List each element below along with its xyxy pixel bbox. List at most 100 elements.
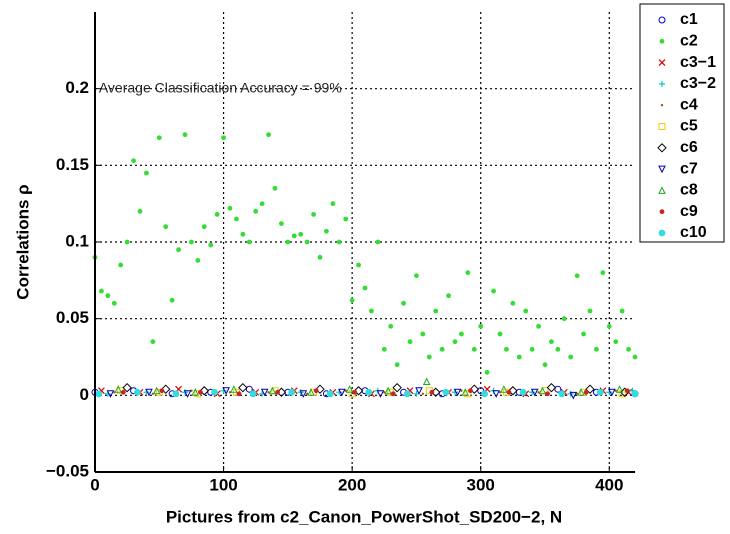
point [305,392,309,395]
point [189,239,194,245]
series [106,387,616,400]
point [159,388,165,394]
legend-marker [658,59,666,67]
point [484,369,490,375]
point [299,390,308,398]
legend-label: c2 [680,33,698,50]
point [401,300,406,306]
point [471,346,477,352]
point [538,386,547,395]
point [497,331,503,337]
legend-marker [659,38,665,44]
point [394,362,400,368]
point [211,388,218,396]
point [105,293,111,299]
x-tick-label: 100 [209,475,237,494]
point [272,185,278,191]
point [574,273,580,279]
x-tick-label: 200 [338,475,366,494]
point [376,390,385,398]
point [240,231,246,237]
point [575,392,579,395]
legend-marker [659,209,665,215]
point [383,391,386,394]
point [246,239,252,245]
point [191,388,200,396]
y-tick-label: 0.15 [56,155,89,174]
point [413,390,420,397]
point [275,389,280,395]
point [291,233,297,239]
point [317,254,323,260]
point [404,390,411,398]
point [214,212,220,217]
point [504,346,509,352]
point [492,390,500,398]
point [338,388,346,397]
legend-label: c8 [680,182,698,199]
point [106,390,115,398]
point [124,239,130,245]
point [452,339,458,345]
point [594,346,599,352]
point [169,297,175,303]
point [324,228,329,234]
series [92,132,638,375]
point [542,362,548,368]
point [362,285,368,291]
point [615,385,624,393]
point [111,300,117,306]
x-tick-label: 0 [90,475,99,494]
point [433,308,439,314]
point [183,390,192,398]
point [519,388,527,396]
point [315,384,325,394]
point [343,216,349,222]
point [529,346,535,352]
point [253,208,259,214]
x-axis-label: Pictures from c2_Canon_PowerShot_SD200−2… [166,507,562,526]
legend-box [639,3,725,243]
legend-marker [658,16,666,24]
point [614,389,617,392]
series [113,389,617,395]
legend-label: c7 [680,160,698,177]
point [134,388,141,396]
point [352,389,358,395]
y-tick-label: 0.05 [56,308,89,327]
point [311,212,316,217]
legend-marker [658,165,666,174]
point [537,391,540,394]
point [469,384,479,394]
point [587,308,593,314]
point [238,382,248,393]
point [161,384,171,394]
point [516,354,522,360]
point [375,239,381,245]
point [392,382,402,393]
point [568,354,574,360]
point [230,385,238,393]
point [236,391,242,397]
point [234,216,239,222]
point [626,346,631,352]
point [555,346,561,352]
point [388,323,394,329]
point [99,288,104,294]
point [478,323,484,329]
legend-marker [659,80,665,87]
point [285,239,291,245]
point [429,389,435,395]
point [420,331,426,337]
legend-label: c9 [680,203,698,220]
point [268,386,277,395]
point [583,389,589,395]
point [407,339,413,345]
point [288,388,296,396]
point [545,391,550,397]
point [227,205,233,211]
point [422,377,431,386]
point [453,388,462,397]
point [304,239,310,245]
legend-label: c5 [680,118,698,135]
